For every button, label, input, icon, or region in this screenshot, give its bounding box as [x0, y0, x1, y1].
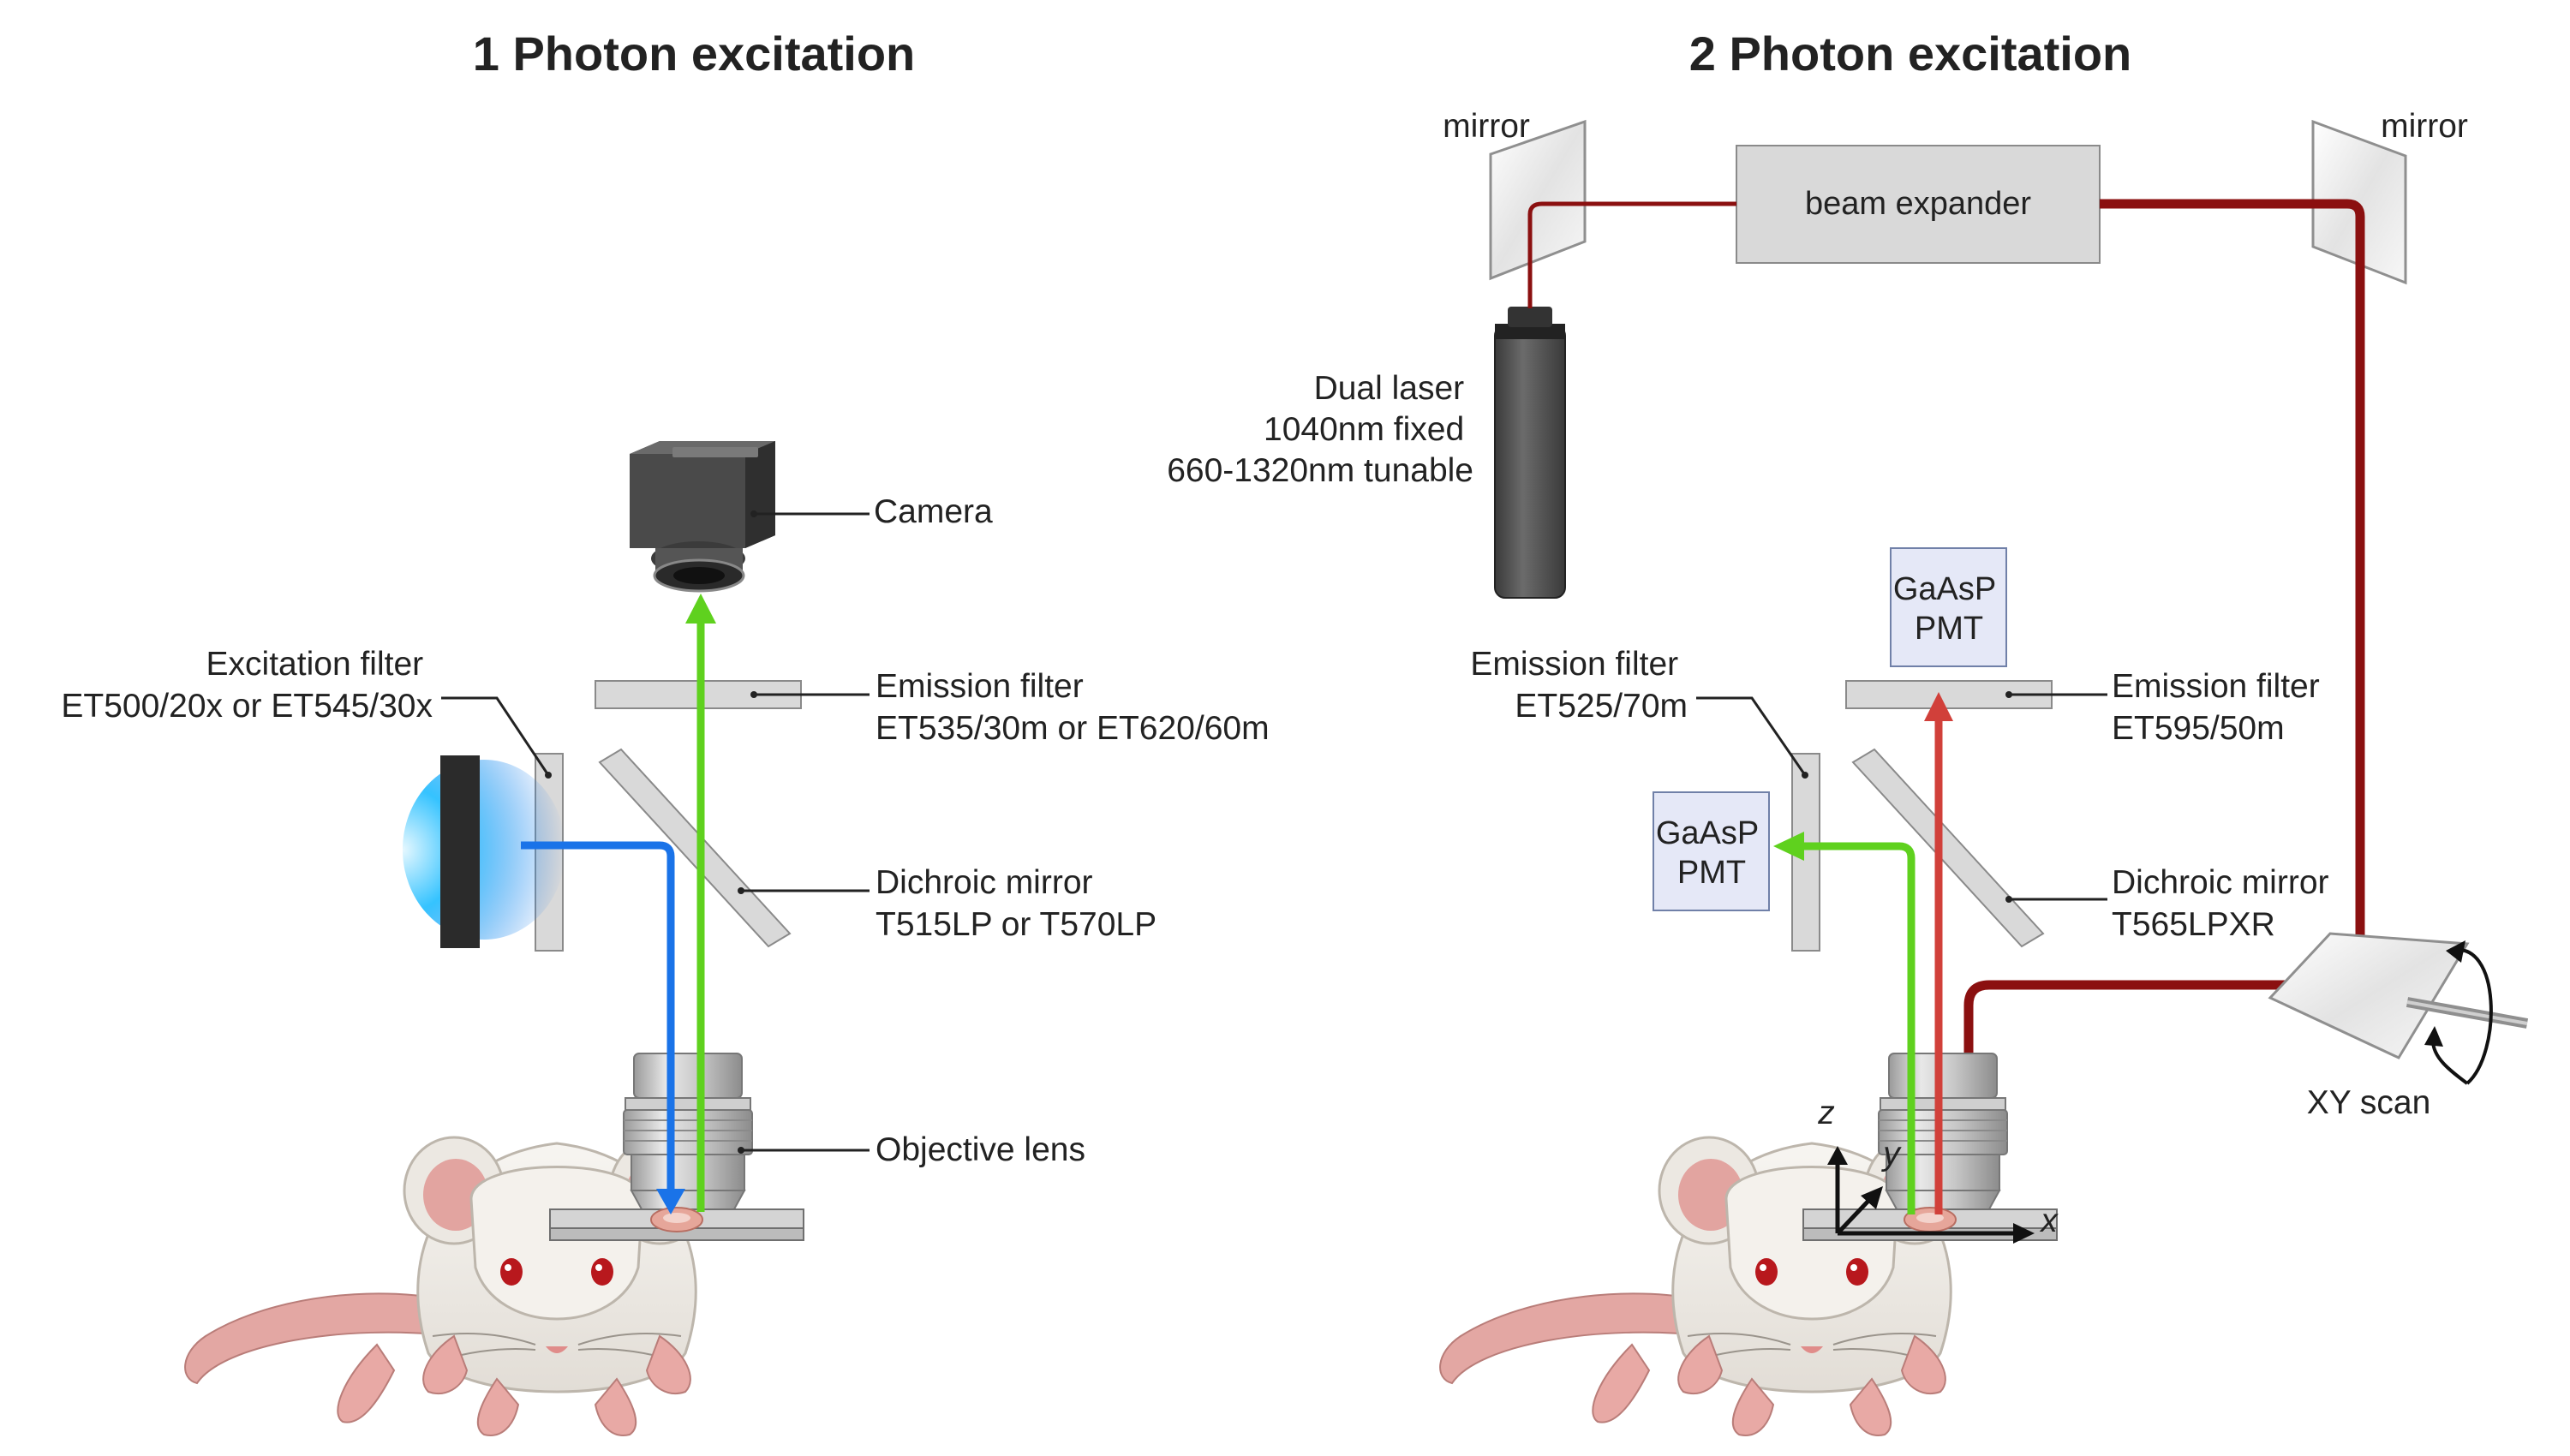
stage-plate-left: [549, 1207, 804, 1241]
xyz-axes-icon: [1827, 1146, 2035, 1244]
pmt-left-label: GaAsP PMT: [1656, 815, 1767, 891]
axis-z-label: z: [1817, 1095, 1835, 1131]
green-emission-beam-right: [1797, 842, 1916, 1214]
beam-expander-label: beam expander: [1805, 186, 2031, 222]
one-photon-panel: 1 Photon excitation Camera Emission filt…: [61, 27, 1270, 1437]
dichroic-mirror-right: [1851, 748, 2045, 948]
green-beam-right-arrowhead: [1773, 832, 1804, 861]
led-light-source-icon: [403, 755, 565, 948]
emission-filter-label: Emission filter ET535/30m or ET620/60m: [876, 668, 1270, 747]
pmt-top-box: [1890, 547, 2007, 667]
mirror-left-label: mirror: [1443, 108, 1530, 145]
blue-beam-arrowhead: [656, 1189, 685, 1214]
camera-icon: [630, 441, 775, 593]
dichroic-mirror-label: Dichroic mirror T515LP or T570LP: [876, 864, 1156, 943]
rotation-arrow-icon: [2449, 947, 2493, 1085]
two-photon-panel: 2 Photon excitation mirror mirror beam e…: [1167, 27, 2529, 1437]
emission-filter-right-label: Emission filter ET595/50m: [2112, 668, 2329, 747]
beam-expander-box: [1736, 145, 2101, 264]
red-beam-arrowhead: [1924, 692, 1953, 721]
mirror-right-label: mirror: [2381, 108, 2468, 145]
excitation-filter-leader: [441, 696, 550, 776]
objective-lens-label: Objective lens: [876, 1131, 1085, 1168]
two-photon-title: 2 Photon excitation: [1689, 27, 2132, 81]
pmt-left-box: [1653, 791, 1770, 911]
emission-filter-left-label: Emission filter ET525/70m: [1470, 646, 1688, 725]
pmt-top-label: GaAsP PMT: [1893, 571, 2005, 647]
rotation-arrow-icon-2: [2431, 1040, 2469, 1085]
camera-label: Camera: [874, 493, 993, 530]
dual-laser-label: Dual laser 1040nm fixed 660-1320nm tunab…: [1167, 370, 1473, 489]
dual-laser-icon: [1494, 307, 1566, 599]
dichroic-mirror: [598, 748, 792, 948]
excitation-filter-label: Excitation filter ET500/20x or ET545/30x: [61, 646, 433, 725]
xy-scan-mirror: [2268, 932, 2470, 1059]
green-beam-arrowhead: [685, 594, 716, 624]
dichroic-mirror-right-label: Dichroic mirror T565LPXR: [2112, 864, 2338, 943]
one-photon-title: 1 Photon excitation: [473, 27, 916, 81]
objective-lens-left: [623, 1053, 753, 1226]
emission-filter-left-leader: [1696, 696, 1807, 776]
axis-x-label: x: [2039, 1202, 2059, 1239]
xy-scan-label: XY scan: [2307, 1084, 2431, 1121]
axis-y-label: y: [1880, 1136, 1902, 1173]
thin-laser-beam: [1527, 201, 1736, 308]
blue-excitation-beam: [521, 841, 675, 1195]
mirror-left: [1489, 119, 1587, 281]
